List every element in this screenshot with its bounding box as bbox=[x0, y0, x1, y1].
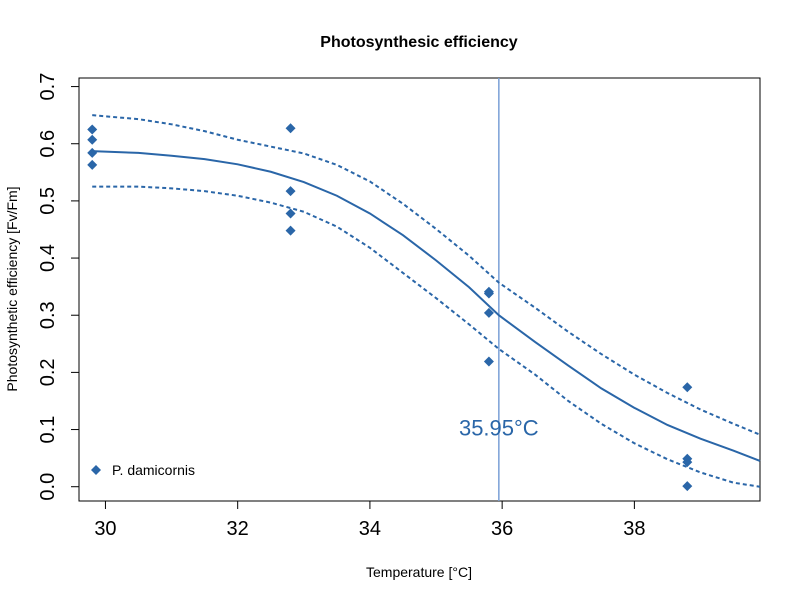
y-tick-label: 0.2 bbox=[37, 358, 59, 386]
y-tick-label: 0.4 bbox=[37, 244, 59, 272]
data-point bbox=[285, 208, 296, 219]
y-axis-label: Photosynthetic efficiency [Fv/Fm] bbox=[4, 186, 20, 391]
legend-label: P. damicornis bbox=[112, 462, 195, 478]
x-tick-label: 32 bbox=[227, 518, 249, 540]
x-tick-label: 36 bbox=[491, 518, 513, 540]
y-tick-label: 0.0 bbox=[37, 473, 59, 501]
data-point bbox=[87, 124, 98, 135]
confidence-upper-line bbox=[92, 114, 761, 436]
chart-title: Photosynthesic efficiency bbox=[320, 34, 517, 51]
plot-area: 35.95°C bbox=[87, 78, 761, 501]
ed50-label: 35.95°C bbox=[459, 415, 539, 440]
data-point bbox=[285, 186, 296, 197]
x-tick-label: 34 bbox=[359, 518, 381, 540]
data-point bbox=[87, 147, 98, 158]
fit-curve bbox=[92, 150, 761, 462]
data-point bbox=[87, 134, 98, 145]
data-point bbox=[285, 225, 296, 236]
y-tick-label: 0.3 bbox=[37, 301, 59, 329]
data-point bbox=[483, 288, 494, 299]
confidence-lower-line bbox=[92, 185, 761, 488]
data-point bbox=[483, 307, 494, 318]
data-point bbox=[682, 382, 693, 393]
y-tick-label: 0.1 bbox=[37, 416, 59, 444]
data-point bbox=[285, 123, 296, 134]
x-axis-label: Temperature [°C] bbox=[366, 564, 472, 580]
data-point bbox=[87, 159, 98, 170]
legend-marker bbox=[91, 465, 101, 475]
legend: P. damicornis bbox=[91, 462, 195, 478]
data-point bbox=[682, 457, 693, 468]
x-tick-label: 38 bbox=[623, 518, 645, 540]
y-tick-label: 0.7 bbox=[37, 73, 59, 101]
data-point bbox=[483, 356, 494, 367]
data-point bbox=[682, 481, 693, 492]
y-axis: 0.0 0.1 0.2 0.3 0.4 0.5 0.6 0.7 bbox=[37, 73, 80, 501]
y-tick-label: 0.6 bbox=[37, 130, 59, 158]
x-axis: 30 32 34 36 38 bbox=[94, 500, 646, 540]
x-tick-label: 30 bbox=[94, 518, 116, 540]
y-tick-label: 0.5 bbox=[37, 187, 59, 215]
